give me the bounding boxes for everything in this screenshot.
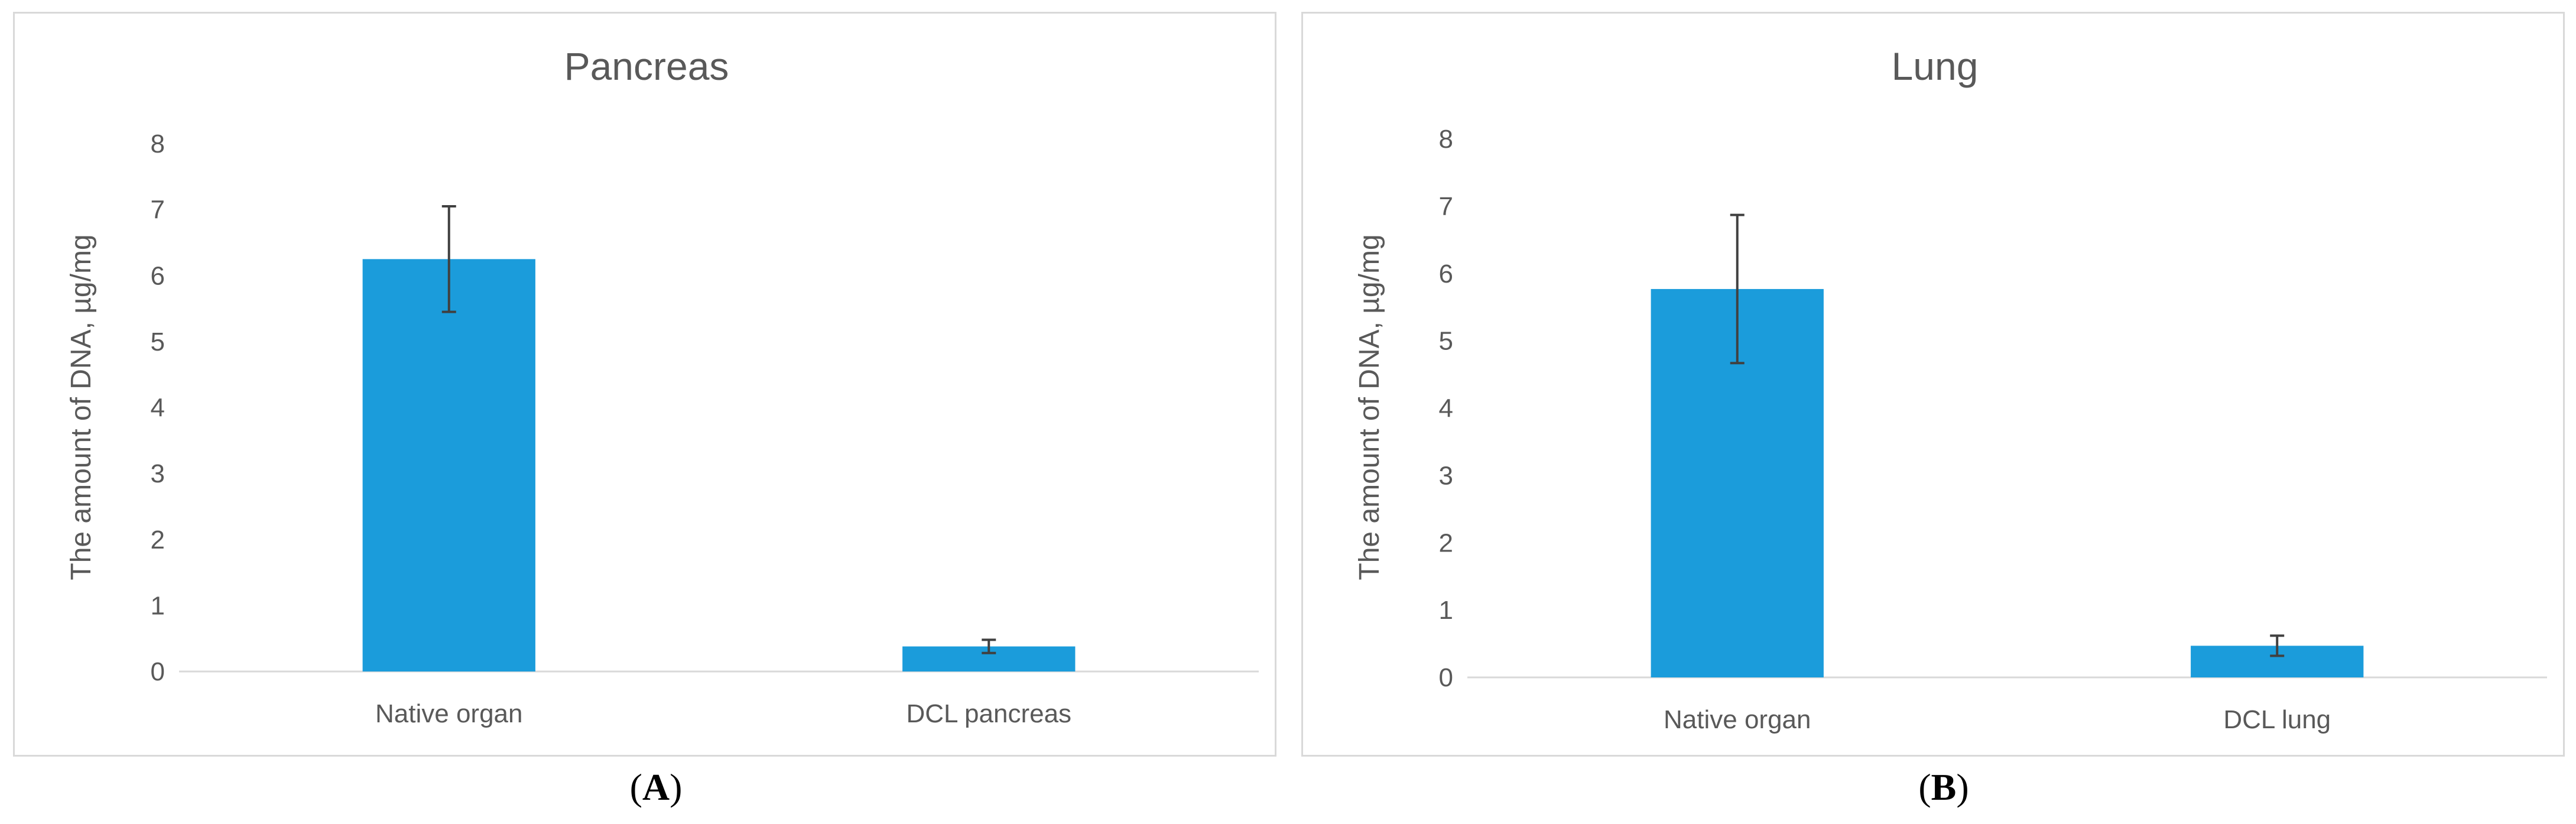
x-tick-label: DCL pancreas [906, 699, 1071, 728]
y-tick-label: 1 [1439, 596, 1453, 625]
chart-marks: 0 1 2 3 4 5 6 7 8 Native organ DCL pancreas [151, 129, 1076, 728]
figure-caption-a: (A) [629, 766, 683, 808]
y-tick-label: 2 [151, 525, 165, 554]
y-tick-label: 4 [151, 394, 165, 423]
caption-letter: A [642, 766, 670, 808]
figure-caption-b: (B) [1918, 766, 1969, 808]
chart-title: Pancreas [564, 44, 729, 88]
y-tick-label: 5 [151, 327, 165, 356]
chart-pancreas: Pancreas The amount of DNA, µg/mg 0 1 2 3 4 5… [66, 44, 1259, 728]
y-tick-label: 3 [151, 459, 165, 488]
chart-panel-lung: Lung The amount of DNA, µg/mg 0 1 2 3 4 5 6 7 8 N… [1301, 12, 2565, 757]
bar [362, 259, 535, 671]
y-axis-label: The amount of DNA, µg/mg [66, 234, 97, 580]
y-tick-label: 6 [1439, 259, 1453, 288]
y-tick-label: 1 [151, 591, 165, 620]
caption-letter: B [1931, 766, 1957, 808]
chart-title: Lung [1892, 44, 1979, 88]
y-tick-label: 0 [1439, 663, 1453, 692]
y-tick-label: 0 [151, 657, 165, 686]
y-tick-label: 8 [151, 129, 165, 158]
x-tick-label: Native organ [1664, 705, 1811, 734]
y-tick-label: 3 [1439, 461, 1453, 490]
chart-lung: Lung The amount of DNA, µg/mg 0 1 2 3 4 5 6 7 8 N… [1354, 44, 2547, 734]
y-tick-label: 5 [1439, 327, 1453, 356]
x-tick-label: Native organ [375, 699, 522, 728]
chart-marks: 0 1 2 3 4 5 6 7 8 Native organ DCL lung [1439, 125, 2364, 734]
y-tick-label: 7 [151, 196, 165, 225]
y-axis-label: The amount of DNA, µg/mg [1354, 234, 1385, 580]
y-tick-label: 8 [1439, 125, 1453, 154]
y-tick-label: 7 [1439, 192, 1453, 221]
y-tick-label: 2 [1439, 528, 1453, 557]
y-tick-label: 4 [1439, 394, 1453, 423]
x-tick-label: DCL lung [2223, 705, 2331, 734]
y-tick-label: 6 [151, 261, 165, 290]
chart-panel-pancreas: Pancreas The amount of DNA, µg/mg 0 1 2 3 4 5… [13, 12, 1276, 757]
